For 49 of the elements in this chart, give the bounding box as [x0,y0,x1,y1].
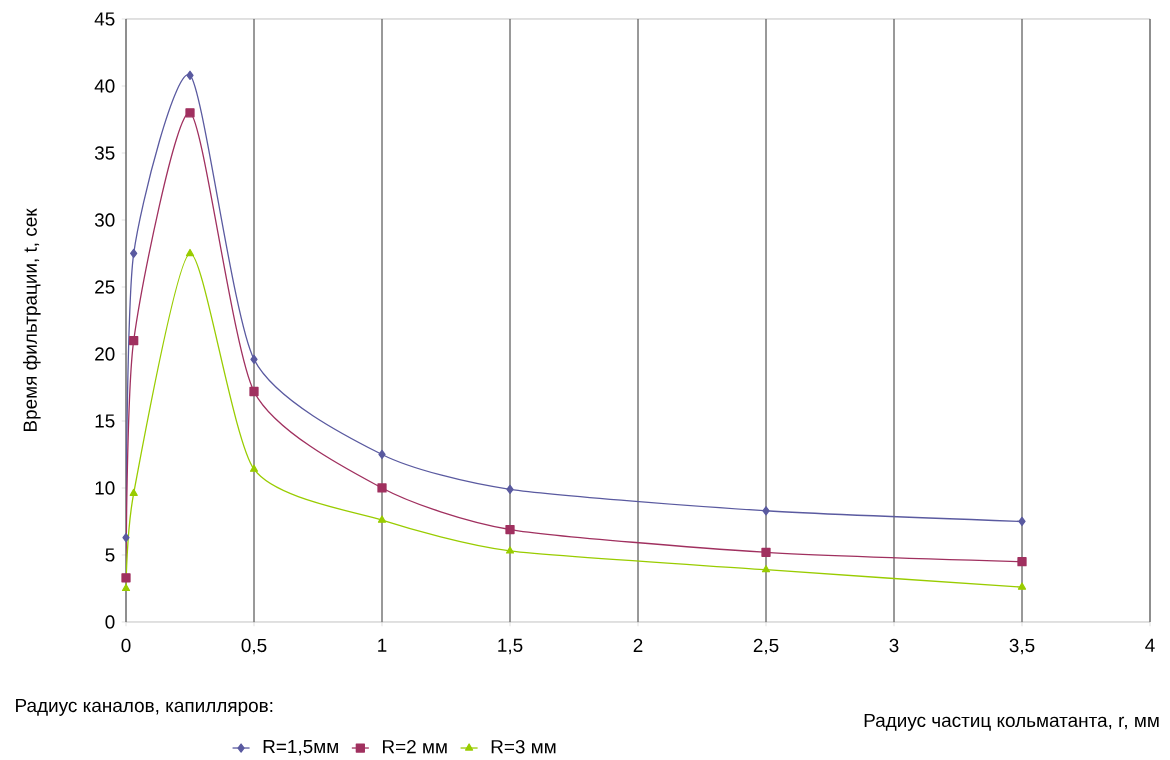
point [377,515,387,523]
x-tick-label: 4 [1145,638,1155,652]
x-tick-label: 2 [633,638,643,652]
point [122,532,130,543]
point [1018,516,1026,527]
point [377,483,387,493]
point [761,547,771,557]
y-tick-label: 40 [94,79,115,93]
point [378,449,386,460]
x-tick-label: 0 [121,638,131,653]
point [249,386,259,397]
y-tick-label: 45 [94,12,115,26]
y-axis-title: Время фильтрации, t, сек [22,208,41,431]
y-tick-label: 30 [94,213,115,227]
x-axis-title: Радиус частиц кольматанта, r, мм [864,713,1159,731]
x-tick-label: 3,5 [1009,638,1035,655]
y-tick-label: 15 [95,414,115,428]
x-tick-label: 1 [378,638,387,652]
point [129,488,138,496]
point [761,565,771,573]
point [186,70,194,80]
point [506,484,514,494]
y-tick-label: 25 [95,280,115,294]
x-tick-label: 2,5 [753,638,779,655]
point [505,546,515,554]
x-tick-label: 1,5 [498,638,523,655]
legend-title: Радиус каналов, капилляров: [16,698,273,716]
point [130,248,138,259]
y-tick-label: 0 [105,615,115,629]
point [185,248,195,257]
point [129,335,139,346]
legend-label: R=3 мм [491,739,556,754]
y-tick-label: 10 [95,481,115,495]
point [1017,557,1027,567]
y-tick-label: 20 [95,347,115,361]
point [250,354,258,364]
y-tick-label: 35 [94,146,115,160]
point [121,573,131,583]
point [185,108,195,118]
point [121,583,131,592]
x-tick-label: 0,5 [241,638,267,655]
point [505,524,515,535]
legend-label: R=1,5мм [263,740,338,756]
point [762,506,770,516]
x-tick-label: 3 [889,638,899,653]
legend-label: R=2 мм [382,739,447,754]
y-tick-label: 5 [105,548,115,562]
point [1017,582,1027,590]
point [249,464,259,472]
